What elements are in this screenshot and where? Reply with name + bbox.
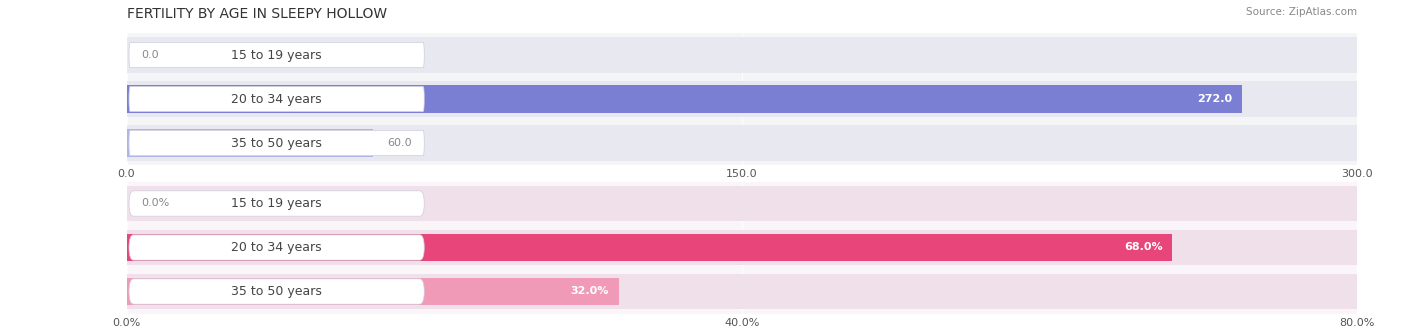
Bar xyxy=(127,278,619,305)
Text: 20 to 34 years: 20 to 34 years xyxy=(232,92,322,106)
FancyBboxPatch shape xyxy=(129,130,425,156)
Text: 20 to 34 years: 20 to 34 years xyxy=(232,241,322,254)
Text: 35 to 50 years: 35 to 50 years xyxy=(231,285,322,298)
Text: 15 to 19 years: 15 to 19 years xyxy=(232,49,322,61)
Bar xyxy=(127,230,1357,265)
Text: 35 to 50 years: 35 to 50 years xyxy=(231,137,322,149)
Bar xyxy=(127,85,1241,113)
FancyBboxPatch shape xyxy=(129,279,425,304)
Text: 68.0%: 68.0% xyxy=(1123,243,1163,252)
Text: Source: ZipAtlas.com: Source: ZipAtlas.com xyxy=(1246,7,1357,16)
Text: FERTILITY BY AGE IN SLEEPY HOLLOW: FERTILITY BY AGE IN SLEEPY HOLLOW xyxy=(127,7,387,20)
Bar xyxy=(127,82,1357,116)
Text: 15 to 19 years: 15 to 19 years xyxy=(232,197,322,210)
FancyBboxPatch shape xyxy=(129,235,425,260)
Bar xyxy=(127,129,373,157)
Bar xyxy=(127,234,1173,261)
Text: 272.0: 272.0 xyxy=(1197,94,1232,104)
Text: 60.0: 60.0 xyxy=(388,138,412,148)
Bar xyxy=(127,186,1357,221)
FancyBboxPatch shape xyxy=(129,86,425,112)
Bar xyxy=(127,37,1357,73)
Text: 0.0: 0.0 xyxy=(141,50,159,60)
FancyBboxPatch shape xyxy=(129,42,425,68)
FancyBboxPatch shape xyxy=(129,191,425,216)
Text: 32.0%: 32.0% xyxy=(571,286,609,296)
Bar xyxy=(127,274,1357,309)
Bar xyxy=(127,125,1357,161)
Text: 0.0%: 0.0% xyxy=(141,199,170,209)
